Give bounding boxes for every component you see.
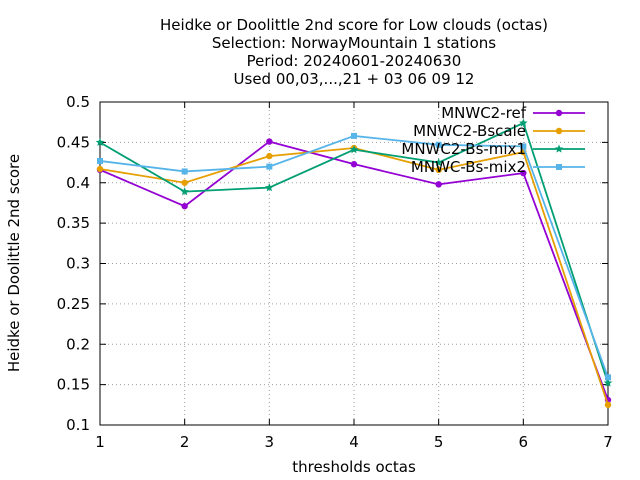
y-tick-label: 0.4 xyxy=(66,174,90,192)
y-tick-label: 0.1 xyxy=(66,416,90,434)
data-point xyxy=(181,179,188,186)
legend-label: MNWC2-ref xyxy=(441,104,526,122)
data-point xyxy=(96,165,104,173)
data-point xyxy=(604,401,612,409)
data-point xyxy=(181,202,188,210)
data-point xyxy=(555,109,563,117)
x-tick-label: 6 xyxy=(519,433,529,451)
title-line: Used 00,03,...,21 + 03 06 09 12 xyxy=(234,70,475,88)
data-point xyxy=(180,187,189,196)
y-tick-label: 0.3 xyxy=(66,255,90,273)
x-tick-label: 4 xyxy=(349,433,359,451)
data-point xyxy=(266,152,273,160)
data-point xyxy=(181,168,188,175)
chart-title: Heidke or Doolittle 2nd score for Low cl… xyxy=(160,16,548,88)
data-point xyxy=(519,118,528,127)
legend-label: MNWC-Bs-mix2 xyxy=(411,158,526,176)
title-line: Selection: NorwayMountain 1 stations xyxy=(212,34,496,52)
title-line: Period: 20240601-20240630 xyxy=(247,52,462,70)
data-point xyxy=(520,143,527,150)
data-point xyxy=(95,137,105,147)
x-tick-label: 2 xyxy=(180,433,190,451)
x-tick-label: 1 xyxy=(95,433,105,451)
data-point xyxy=(435,166,442,174)
axis-ticks: 0.1 0.15 0.2 0.25 0.3 0.35 0.4 0.45 0.5 1 2 3 4 5 6 7 xyxy=(57,93,613,451)
y-tick-label: 0.25 xyxy=(57,295,90,313)
data-point xyxy=(556,164,562,170)
series-line xyxy=(99,135,609,378)
data-point xyxy=(555,127,563,135)
data-point xyxy=(266,163,273,170)
data-point xyxy=(554,144,564,153)
data-point xyxy=(350,160,358,168)
series-1 xyxy=(96,144,612,409)
y-tick-label: 0.35 xyxy=(57,214,90,232)
data-point xyxy=(603,378,613,387)
data-point xyxy=(265,183,274,192)
x-axis-label: thresholds octas xyxy=(292,458,416,476)
data-point xyxy=(434,158,443,167)
data-point xyxy=(266,138,273,145)
y-tick-label: 0.15 xyxy=(57,376,90,394)
data-point xyxy=(351,132,357,139)
title-line: Heidke or Doolittle 2nd score for Low cl… xyxy=(160,16,548,34)
data-point xyxy=(97,157,103,164)
data-point xyxy=(605,374,611,381)
legend: MNWC2-refMNWC2-BscaleMNWC2-Bs-mix1MNWC-B… xyxy=(401,104,585,176)
legend-label: MNWC2-Bscale xyxy=(413,122,526,140)
x-tick-label: 3 xyxy=(265,433,275,451)
y-tick-label: 0.45 xyxy=(57,133,90,151)
y-tick-label: 0.5 xyxy=(66,93,90,111)
y-tick-label: 0.2 xyxy=(66,335,90,353)
x-tick-label: 5 xyxy=(434,433,444,451)
x-tick-label: 7 xyxy=(603,433,613,451)
series xyxy=(95,118,613,409)
y-axis-label: Heidke or Doolittle 2nd score xyxy=(5,154,23,372)
legend-label: MNWC2-Bs-mix1 xyxy=(401,140,526,158)
data-point xyxy=(435,141,442,148)
series-3 xyxy=(97,132,611,381)
data-point xyxy=(435,181,442,188)
data-point xyxy=(349,145,359,154)
series-2 xyxy=(95,118,613,387)
data-point xyxy=(520,169,527,177)
